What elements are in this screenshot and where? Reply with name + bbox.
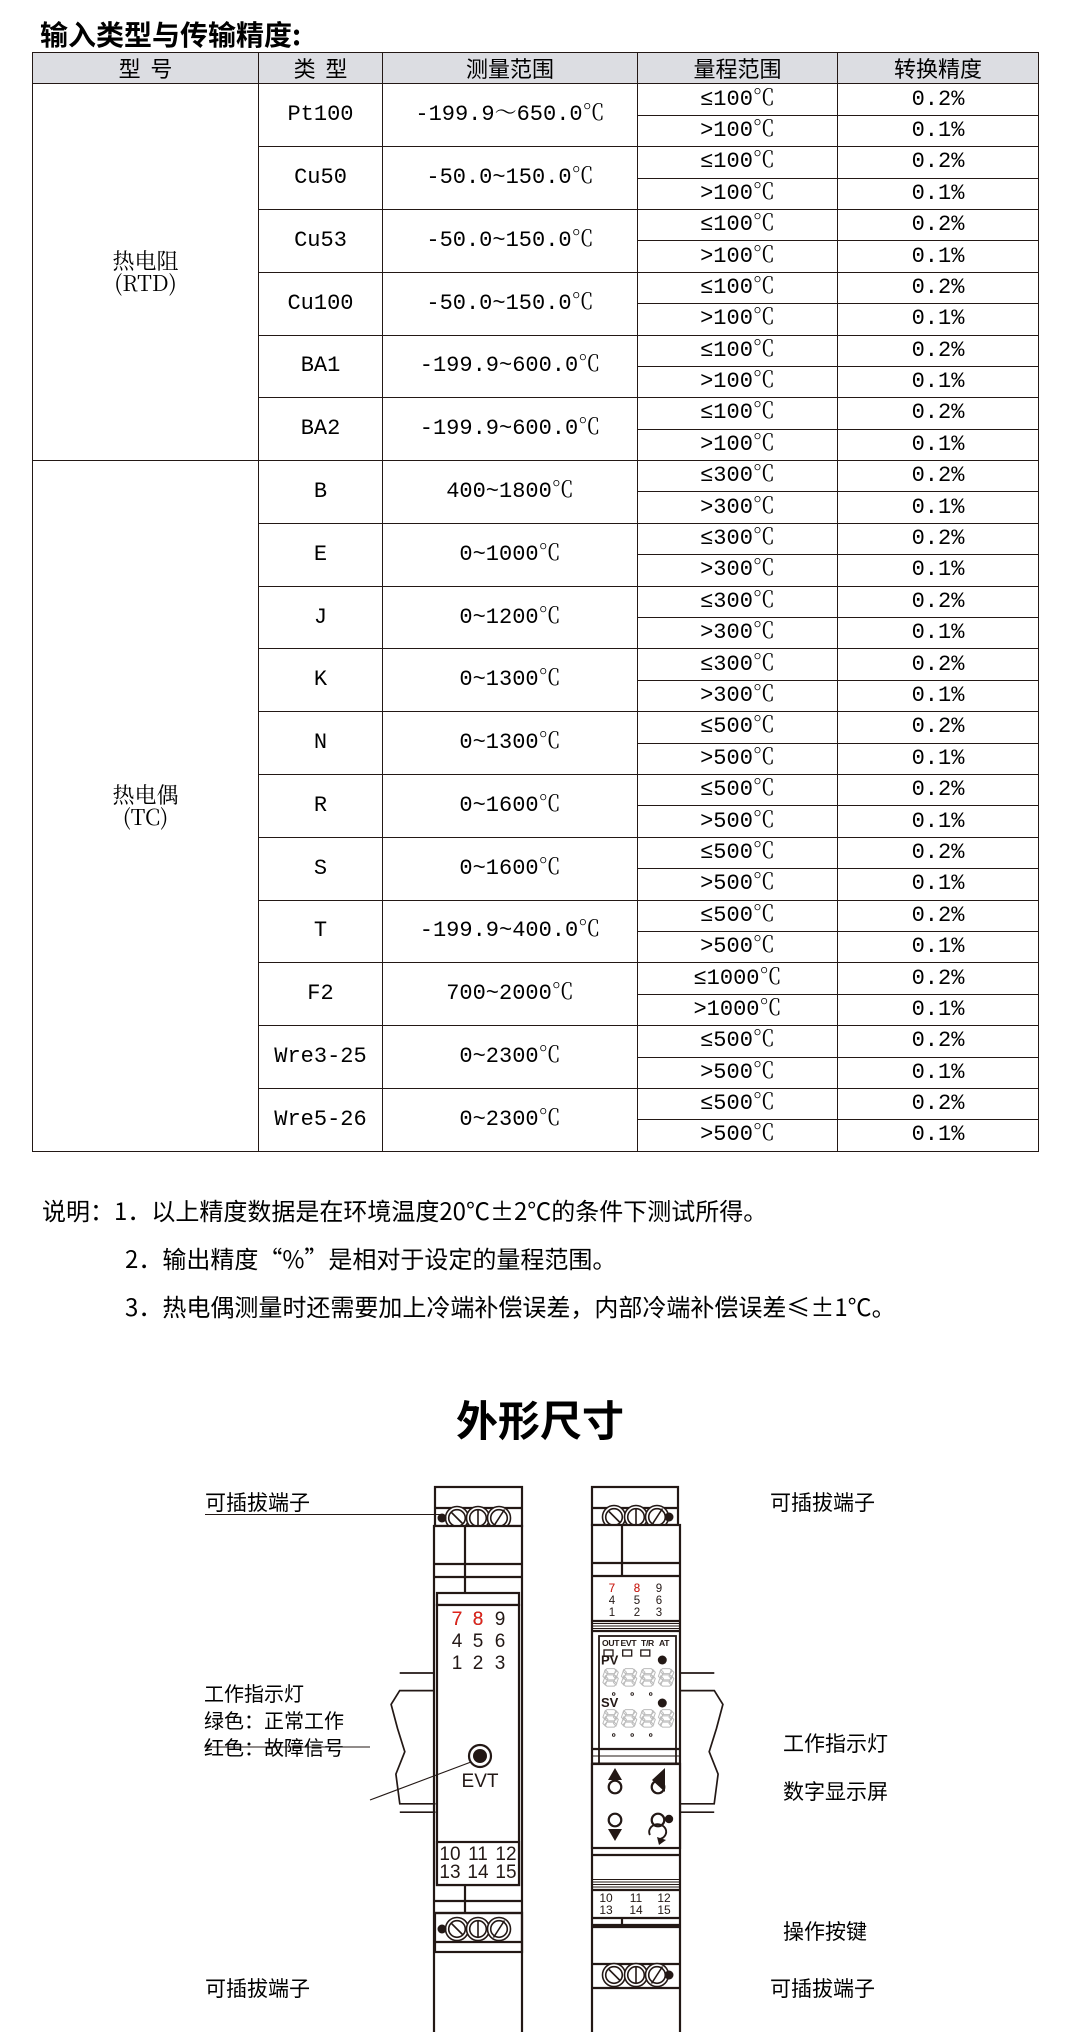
svg-text:5: 5 — [634, 1595, 640, 1607]
svg-text:13: 13 — [599, 1903, 613, 1917]
svg-text:8: 8 — [634, 1583, 640, 1595]
svg-text:PV: PV — [601, 1653, 619, 1668]
svg-text:9: 9 — [495, 1609, 506, 1630]
svg-text:7: 7 — [452, 1609, 463, 1630]
svg-text:EVT: EVT — [621, 1638, 638, 1648]
svg-text:2: 2 — [634, 1607, 640, 1619]
svg-text:13: 13 — [439, 1862, 460, 1883]
svg-text:15: 15 — [495, 1862, 516, 1883]
svg-text:EVT: EVT — [462, 1771, 499, 1792]
svg-text:15: 15 — [657, 1903, 671, 1917]
svg-text:2: 2 — [473, 1653, 484, 1674]
svg-text:OUT: OUT — [602, 1638, 620, 1648]
svg-text:9: 9 — [656, 1583, 662, 1595]
svg-text:4: 4 — [452, 1631, 463, 1652]
svg-text:3: 3 — [656, 1607, 662, 1619]
svg-text:5: 5 — [473, 1631, 484, 1652]
svg-text:3: 3 — [495, 1653, 506, 1674]
svg-text:1: 1 — [609, 1607, 615, 1619]
svg-text:14: 14 — [467, 1862, 489, 1883]
svg-text:1: 1 — [452, 1653, 463, 1674]
svg-text:AT: AT — [659, 1638, 670, 1648]
svg-text:6: 6 — [656, 1595, 662, 1607]
svg-text:8: 8 — [473, 1609, 484, 1630]
svg-text:6: 6 — [495, 1631, 506, 1652]
svg-text:7: 7 — [609, 1583, 615, 1595]
svg-text:SV: SV — [601, 1695, 619, 1710]
svg-text:4: 4 — [609, 1595, 616, 1607]
svg-text:T/R: T/R — [641, 1638, 655, 1648]
svg-text:14: 14 — [629, 1903, 643, 1917]
